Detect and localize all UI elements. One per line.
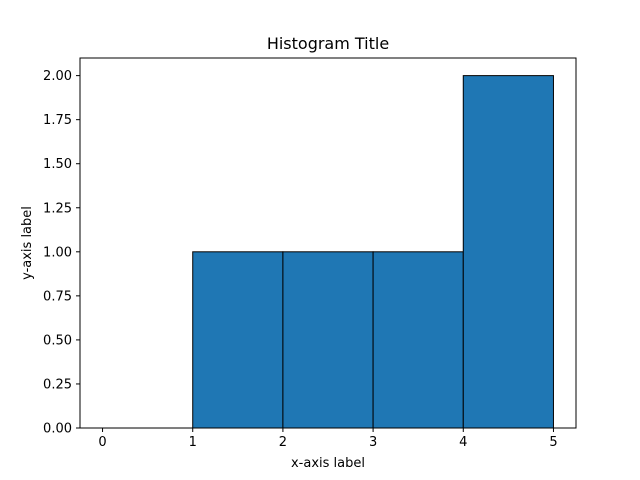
x-tick-label: 3	[369, 435, 377, 450]
histogram-bar	[372, 251, 464, 429]
y-tick-label: 1.75	[43, 113, 72, 128]
x-tick-label: 2	[279, 435, 287, 450]
histogram-bar	[192, 251, 284, 429]
chart-title: Histogram Title	[267, 34, 389, 53]
histogram-bar	[462, 75, 554, 429]
x-tick-label: 0	[98, 435, 106, 450]
y-tick-label: 0.50	[43, 333, 72, 348]
y-tick-label: 1.25	[43, 201, 72, 216]
y-axis-label: y-axis label	[20, 206, 35, 280]
x-tick-label: 5	[549, 435, 557, 450]
x-tick-label: 4	[459, 435, 467, 450]
plot-frame	[79, 57, 577, 429]
y-tick-label: 1.50	[43, 157, 72, 172]
x-axis-label: x-axis label	[291, 456, 365, 471]
histogram-bar	[282, 251, 374, 429]
y-tick-label: 0.00	[43, 422, 72, 437]
bars-layer	[102, 75, 554, 429]
y-tick-label: 2.00	[43, 69, 72, 84]
y-tick-label: 0.25	[43, 377, 72, 392]
x-tick-label: 1	[189, 435, 197, 450]
y-tick-label: 0.75	[43, 289, 72, 304]
axes-layer: 0 1 2 3 4 5 0.00 0.25 0.50 0.75 1.00 1.25 1.50 1.75 2.…	[43, 69, 558, 450]
y-tick-label: 1.00	[43, 245, 72, 260]
